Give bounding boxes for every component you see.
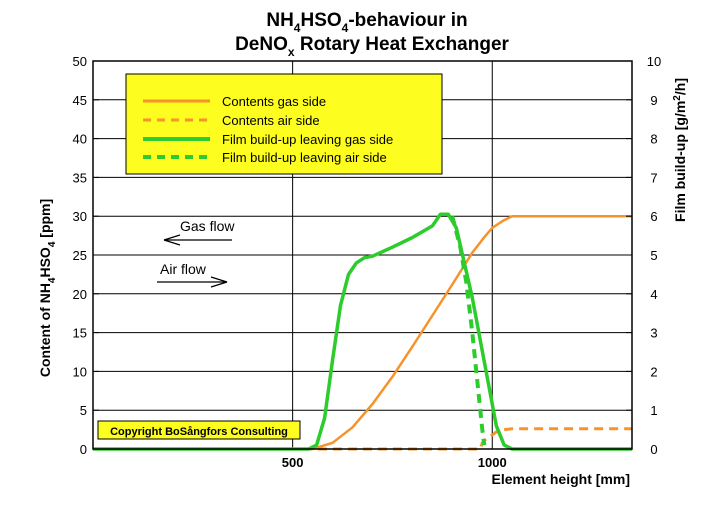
copyright-text: Copyright BoSångfors Consulting [110, 426, 288, 438]
left-tick-label-40: 40 [73, 132, 87, 147]
chart-title-line2: DeNOx Rotary Heat Exchanger [235, 34, 509, 59]
legend-label-contents-gas-side: Contents gas side [222, 94, 326, 109]
right-tick-label-5: 5 [650, 248, 657, 263]
right-tick-label-3: 3 [650, 326, 657, 341]
x-tick-label-1000: 1000 [478, 455, 507, 470]
x-tick-label-500: 500 [282, 455, 304, 470]
air-flow-label: Air flow [160, 261, 207, 277]
series-line-film-build-up-leaving-gas-side [93, 212, 632, 451]
left-axis-label: Content of NH4HSO4 [ppm] [37, 199, 58, 377]
copyright-box [97, 420, 301, 440]
legend: Contents gas side Contents air side Film… [125, 73, 443, 175]
legend-label-contents-air-side: Contents air side [222, 113, 320, 128]
x-axis-label: Element height [mm] [492, 471, 630, 487]
legend-label-film-air-side: Film build-up leaving air side [222, 150, 387, 165]
right-axis-label: Film build-up [g/m2/h] [672, 78, 688, 222]
left-tick-label-0: 0 [80, 442, 87, 457]
x-axis-ticks: 500 1000 [282, 455, 507, 470]
left-tick-label-20: 20 [73, 287, 87, 302]
left-tick-label-10: 10 [73, 364, 87, 379]
right-tick-label-4: 4 [650, 287, 657, 302]
right-tick-label-0: 0 [650, 442, 657, 457]
left-tick-label-50: 50 [73, 54, 87, 69]
left-axis-ticks: 0 5 10 15 20 25 30 35 40 45 50 [73, 54, 99, 457]
right-tick-label-2: 2 [650, 364, 657, 379]
left-tick-label-30: 30 [73, 209, 87, 224]
legend-label-film-gas-side: Film build-up leaving gas side [222, 132, 393, 147]
right-axis-ticks: 0 1 2 3 4 5 6 7 8 9 10 [626, 54, 661, 457]
right-tick-label-10: 10 [647, 54, 661, 69]
gas-flow-arrow-icon [163, 234, 232, 246]
right-tick-label-9: 9 [650, 93, 657, 108]
left-tick-label-25: 25 [73, 248, 87, 263]
gas-flow-label: Gas flow [180, 218, 235, 234]
series-line-film-build-up-leaving-air-side [450, 215, 487, 446]
chart-title-line1: NH4HSO4-behaviour in [266, 10, 467, 35]
air-flow-arrow-icon [157, 276, 228, 288]
series-line-contents-gas-side [93, 214, 632, 451]
left-tick-label-45: 45 [73, 93, 87, 108]
right-tick-label-8: 8 [650, 132, 657, 147]
right-tick-label-6: 6 [650, 209, 657, 224]
left-tick-label-35: 35 [73, 170, 87, 185]
right-tick-label-1: 1 [650, 403, 657, 418]
left-tick-label-5: 5 [80, 403, 87, 418]
right-tick-label-7: 7 [650, 170, 657, 185]
left-tick-label-15: 15 [73, 326, 87, 341]
